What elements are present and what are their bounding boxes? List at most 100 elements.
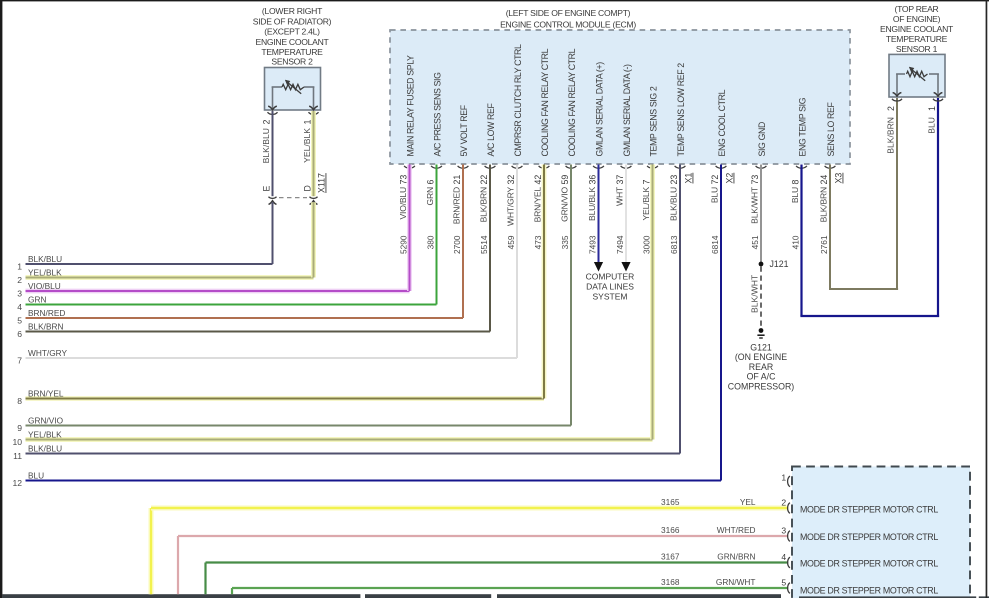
svg-text:D: D xyxy=(303,185,313,191)
svg-text:REAR: REAR xyxy=(749,362,773,372)
svg-text:BLK/BLU: BLK/BLU xyxy=(261,128,271,163)
svg-text:22: 22 xyxy=(479,175,489,185)
svg-text:ENGINE COOLANT: ENGINE COOLANT xyxy=(880,24,954,34)
svg-text:MODE DR STEPPER MOTOR CTRL: MODE DR STEPPER MOTOR CTRL xyxy=(800,505,938,515)
svg-text:BRN/YEL: BRN/YEL xyxy=(533,187,543,223)
svg-text:BLK/BRN: BLK/BRN xyxy=(28,321,64,331)
svg-text:GRN/VIO: GRN/VIO xyxy=(560,186,570,221)
svg-text:72: 72 xyxy=(710,175,720,185)
svg-text:TEMP SENS LOW REF 2: TEMP SENS LOW REF 2 xyxy=(676,63,686,157)
svg-text:3167: 3167 xyxy=(661,551,680,561)
svg-text:SENSOR 2: SENSOR 2 xyxy=(271,57,313,67)
svg-text:3: 3 xyxy=(17,289,22,299)
svg-text:YEL/BLK: YEL/BLK xyxy=(28,267,62,277)
svg-text:410: 410 xyxy=(791,235,801,249)
svg-text:BRN/YEL: BRN/YEL xyxy=(28,388,64,398)
svg-text:YEL/BLK: YEL/BLK xyxy=(641,187,651,221)
svg-text:BRN/RED: BRN/RED xyxy=(452,187,462,224)
svg-text:OF ENGINE): OF ENGINE) xyxy=(893,14,941,24)
svg-text:37: 37 xyxy=(615,175,625,185)
svg-text:6: 6 xyxy=(426,180,436,185)
svg-text:(TOP REAR: (TOP REAR xyxy=(895,4,939,14)
svg-text:SENS LO REF: SENS LO REF xyxy=(826,102,836,157)
svg-text:SIDE OF RADIATOR): SIDE OF RADIATOR) xyxy=(253,17,332,27)
svg-text:7494: 7494 xyxy=(615,235,625,254)
svg-text:BLU: BLU xyxy=(28,470,44,480)
svg-text:5514: 5514 xyxy=(479,235,489,254)
svg-text:BLK/BRN: BLK/BRN xyxy=(886,117,896,154)
svg-text:6: 6 xyxy=(17,329,22,339)
svg-text:SIG GND: SIG GND xyxy=(757,122,767,157)
svg-text:BLK/WHT: BLK/WHT xyxy=(750,186,760,224)
svg-text:2761: 2761 xyxy=(819,235,829,254)
svg-text:YEL/BLK: YEL/BLK xyxy=(302,128,312,163)
svg-text:BLK/BLU: BLK/BLU xyxy=(28,254,62,264)
svg-text:473: 473 xyxy=(533,235,543,249)
svg-text:5: 5 xyxy=(17,316,22,326)
svg-text:380: 380 xyxy=(426,235,436,249)
svg-text:WHT: WHT xyxy=(615,186,625,206)
svg-text:GRN/VIO: GRN/VIO xyxy=(28,415,64,425)
svg-text:3000: 3000 xyxy=(642,235,652,254)
svg-text:59: 59 xyxy=(560,175,570,185)
svg-text:11: 11 xyxy=(13,451,22,461)
svg-text:TEMP SENS SIG 2: TEMP SENS SIG 2 xyxy=(649,86,659,156)
svg-text:5: 5 xyxy=(781,577,786,587)
svg-text:GRN/WHT: GRN/WHT xyxy=(716,577,756,587)
svg-text:24: 24 xyxy=(819,175,829,185)
svg-text:2: 2 xyxy=(17,275,22,285)
svg-text:COMPUTER: COMPUTER xyxy=(586,272,635,282)
svg-text:10: 10 xyxy=(12,437,22,447)
svg-text:X3: X3 xyxy=(834,173,844,184)
svg-text:BLK/WHT: BLK/WHT xyxy=(750,274,760,313)
svg-text:7: 7 xyxy=(642,180,652,185)
svg-text:G121: G121 xyxy=(750,343,772,353)
svg-text:VIO/BLU: VIO/BLU xyxy=(398,187,408,220)
svg-text:3: 3 xyxy=(781,525,786,535)
svg-text:23: 23 xyxy=(669,175,679,185)
svg-text:(LEFT SIDE OF ENGINE COMPT): (LEFT SIDE OF ENGINE COMPT) xyxy=(506,8,631,18)
svg-text:MODE DR STEPPER MOTOR CTRL: MODE DR STEPPER MOTOR CTRL xyxy=(800,586,938,596)
svg-text:9: 9 xyxy=(17,423,22,433)
svg-text:ENG COOL CTRL: ENG COOL CTRL xyxy=(717,89,727,156)
svg-text:GMLAN SERIAL DATA (-): GMLAN SERIAL DATA (-) xyxy=(622,64,632,157)
svg-text:2: 2 xyxy=(886,106,896,111)
svg-text:OF A/C: OF A/C xyxy=(747,372,776,382)
svg-text:4: 4 xyxy=(17,302,22,312)
svg-text:BLK/BLU: BLK/BLU xyxy=(28,443,62,453)
svg-text:GRN: GRN xyxy=(425,187,435,206)
svg-text:2700: 2700 xyxy=(452,235,462,254)
svg-text:YEL/BLK: YEL/BLK xyxy=(28,429,62,439)
svg-text:21: 21 xyxy=(452,175,462,185)
svg-text:36: 36 xyxy=(588,175,598,185)
svg-text:BLK/BRN: BLK/BRN xyxy=(479,187,489,222)
svg-text:BLU/BLK: BLU/BLK xyxy=(587,187,597,221)
svg-text:5V VOLT REF: 5V VOLT REF xyxy=(459,104,469,156)
svg-text:1: 1 xyxy=(927,106,937,111)
svg-text:GRN: GRN xyxy=(28,294,46,304)
svg-text:3165: 3165 xyxy=(661,497,680,507)
svg-text:12: 12 xyxy=(12,478,22,488)
svg-text:42: 42 xyxy=(533,175,543,185)
svg-text:COOLING FAN RELAY CTRL: COOLING FAN RELAY CTRL xyxy=(540,48,550,156)
svg-text:COOLING FAN RELAY CTRL: COOLING FAN RELAY CTRL xyxy=(567,48,577,156)
svg-text:(LOWER RIGHT: (LOWER RIGHT xyxy=(262,6,323,16)
svg-text:451: 451 xyxy=(750,235,760,249)
svg-text:MODE DR STEPPER MOTOR CTRL: MODE DR STEPPER MOTOR CTRL xyxy=(800,559,938,569)
svg-text:BLU: BLU xyxy=(790,187,800,203)
svg-text:335: 335 xyxy=(560,235,570,249)
svg-text:SENSOR 1: SENSOR 1 xyxy=(896,44,938,54)
svg-text:73: 73 xyxy=(750,175,760,185)
svg-text:MAIN RELAY FUSED SPLY: MAIN RELAY FUSED SPLY xyxy=(406,55,416,157)
svg-text:3168: 3168 xyxy=(661,577,680,587)
svg-text:VIO/BLU: VIO/BLU xyxy=(28,281,61,291)
svg-text:6813: 6813 xyxy=(669,235,679,254)
svg-text:459: 459 xyxy=(506,235,516,249)
svg-text:J121: J121 xyxy=(770,259,789,269)
svg-text:A/C LOW REF: A/C LOW REF xyxy=(486,102,496,156)
svg-text:E: E xyxy=(262,186,272,192)
svg-text:DATA LINES: DATA LINES xyxy=(586,282,634,292)
svg-text:TEMPERATURE: TEMPERATURE xyxy=(886,34,948,44)
svg-text:ENG TEMP SIG: ENG TEMP SIG xyxy=(798,97,808,156)
svg-text:MODE DR STEPPER MOTOR CTRL: MODE DR STEPPER MOTOR CTRL xyxy=(800,532,938,542)
